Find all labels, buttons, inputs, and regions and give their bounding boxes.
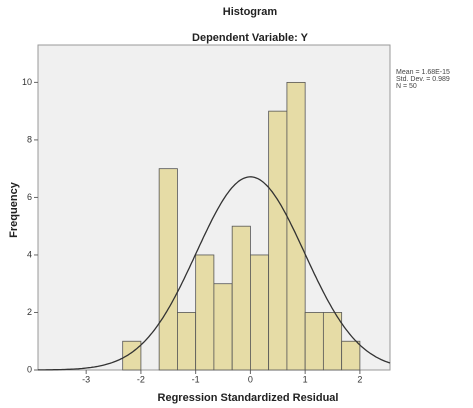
chart-subtitle: Dependent Variable: Y [192, 32, 309, 44]
bar [214, 284, 232, 370]
bar [123, 341, 141, 370]
bar [232, 226, 250, 370]
x-tick-label: -2 [137, 374, 145, 384]
x-tick-label: -3 [82, 374, 90, 384]
chart: Histogram Dependent Variable: Y Regressi… [0, 0, 473, 408]
bar [177, 312, 195, 370]
x-tick-label: 2 [357, 374, 362, 384]
legend-text: Mean = 1.68E-15 [396, 69, 450, 76]
y-axis-title: Frequency [8, 181, 20, 238]
y-tick-label: 6 [27, 192, 32, 202]
y-tick-label: 4 [27, 249, 32, 259]
bar [159, 169, 177, 370]
y-tick-label: 0 [27, 364, 32, 374]
x-tick-label: -1 [192, 374, 200, 384]
bar [196, 255, 214, 370]
bar [250, 255, 268, 370]
bar [342, 341, 360, 370]
legend-text: N = 50 [396, 83, 417, 90]
y-tick-label: 10 [22, 77, 32, 87]
bar [323, 312, 341, 370]
x-tick-label: 1 [303, 374, 308, 384]
bar [305, 312, 323, 370]
x-axis-title: Regression Standardized Residual [158, 392, 339, 404]
chart-title: Histogram [223, 6, 278, 18]
y-tick-label: 2 [27, 307, 32, 317]
y-tick-label: 8 [27, 134, 32, 144]
bar [269, 111, 287, 370]
x-tick-label: 0 [248, 374, 253, 384]
legend-text: Std. Dev. = 0.989 [396, 76, 450, 83]
bar [287, 82, 305, 370]
